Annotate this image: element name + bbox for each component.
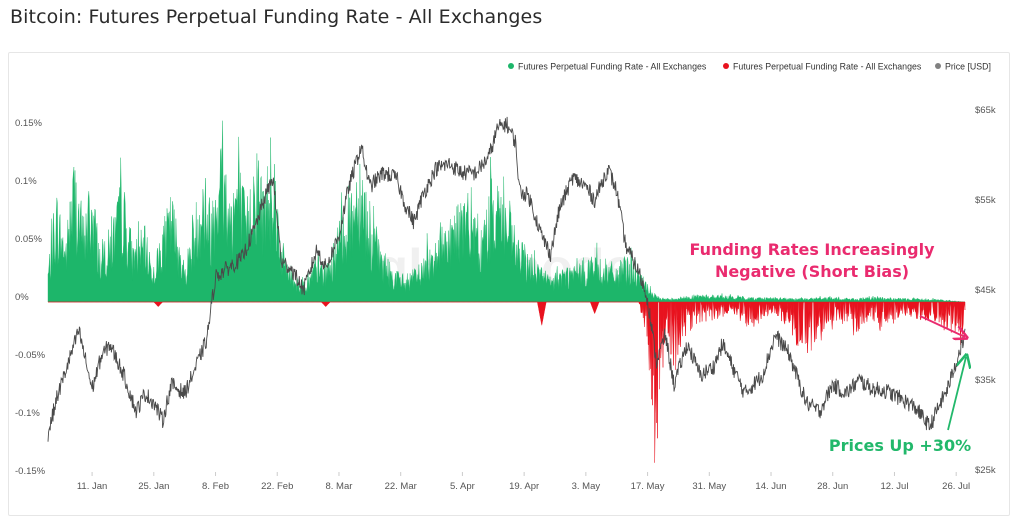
- x-tick-label: 26. Jul: [942, 481, 970, 492]
- y-right-tick-label: $55k: [975, 195, 996, 206]
- annotation-negative-text: Negative (Short Bias): [715, 262, 909, 281]
- y-left-tick-label: 0.1%: [15, 176, 37, 187]
- price-line: [47, 116, 966, 442]
- x-tick-label: 17. May: [631, 481, 665, 492]
- annotations: Funding Rates Increasingly Negative (Shor…: [689, 240, 971, 455]
- axes: 0.15% 0.1% 0.05% 0% -0.05% -0.1% -0.15% $65k $55…: [15, 105, 996, 492]
- legend-label: Futures Perpetual Funding Rate - All Exc…: [733, 62, 922, 72]
- y-right-tick-label: $25k: [975, 465, 996, 476]
- page-title: Bitcoin: Futures Perpetual Funding Rate …: [10, 6, 543, 28]
- y-left-tick-label: -0.05%: [15, 350, 46, 361]
- x-tick-label: 31. May: [692, 481, 726, 492]
- x-tick-label: 5. Apr: [450, 481, 475, 492]
- annotation-negative-text: Funding Rates Increasingly: [689, 240, 935, 259]
- legend-marker: [935, 63, 941, 69]
- x-tick-label: 19. Apr: [509, 481, 539, 492]
- y-right-tick-label: $65k: [975, 105, 996, 116]
- x-tick-label: 28. Jun: [817, 481, 848, 492]
- x-tick-label: 25. Jan: [138, 481, 169, 492]
- y-right-tick-label: $35k: [975, 375, 996, 386]
- x-tick-label: 8. Mar: [326, 481, 353, 492]
- x-tick-label: 14. Jun: [755, 481, 786, 492]
- annotation-negative-arrow: [919, 315, 965, 337]
- price-series: [47, 116, 966, 442]
- y-left-tick-label: 0.15%: [15, 118, 42, 129]
- y-left-tick-label: 0.05%: [15, 234, 42, 245]
- x-tick-label: 22. Mar: [385, 481, 417, 492]
- negative-funding-area: [48, 301, 966, 463]
- y-left-tick-label: -0.15%: [15, 466, 46, 477]
- x-tick-label: 3. May: [572, 481, 601, 492]
- x-tick-label: 8. Feb: [202, 481, 229, 492]
- legend-marker: [508, 63, 514, 69]
- legend-label: Futures Perpetual Funding Rate - All Exc…: [518, 62, 707, 72]
- funding-areas: [47, 120, 966, 463]
- x-tick-label: 22. Feb: [261, 481, 293, 492]
- legend-label: Price [USD]: [945, 62, 991, 72]
- y-left-tick-label: -0.1%: [15, 408, 40, 419]
- y-right-tick-label: $45k: [975, 285, 996, 296]
- x-tick-label: 11. Jan: [77, 481, 107, 492]
- legend-marker: [723, 63, 729, 69]
- legend: Futures Perpetual Funding Rate - All Exc…: [508, 62, 991, 72]
- y-left-tick-label: 0%: [15, 292, 29, 303]
- x-tick-label: 12. Jul: [880, 481, 908, 492]
- annotation-positive-text: Prices Up +30%: [829, 436, 971, 455]
- annotation-positive-arrow: [947, 357, 966, 431]
- positive-funding-area: [47, 120, 965, 303]
